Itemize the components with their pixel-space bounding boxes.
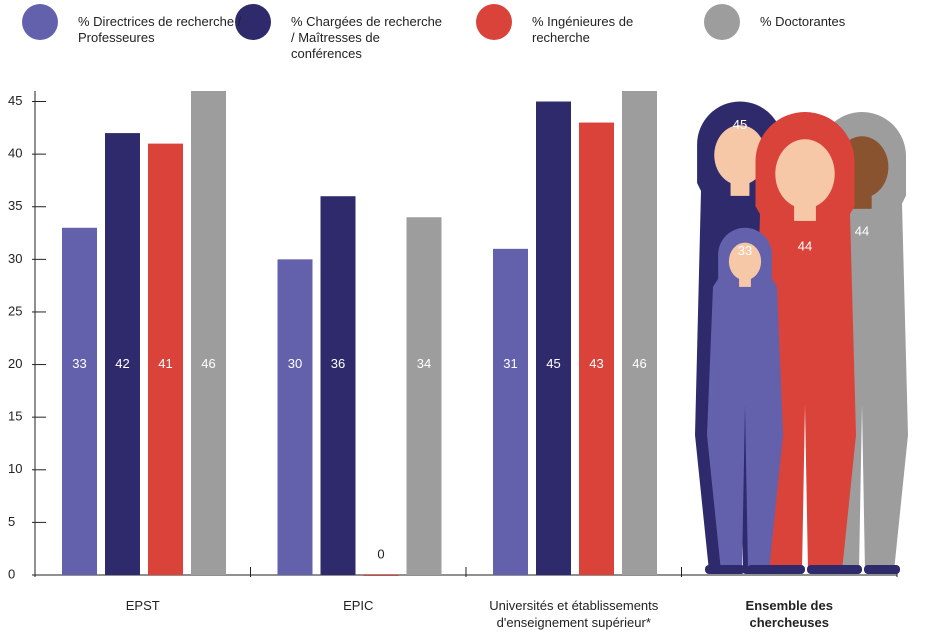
figure-face bbox=[728, 242, 762, 281]
y-tick-label: 20 bbox=[8, 356, 22, 371]
value-label: 34 bbox=[417, 356, 431, 371]
bar bbox=[320, 196, 356, 575]
value-label: 46 bbox=[201, 356, 215, 371]
value-label: 44 bbox=[855, 223, 869, 238]
legend-swatch bbox=[235, 4, 271, 40]
y-tick-label: 0 bbox=[8, 566, 15, 581]
value-label: 45 bbox=[733, 117, 747, 132]
bar bbox=[148, 143, 183, 575]
bar bbox=[622, 91, 657, 575]
y-tick-label: 10 bbox=[8, 461, 22, 476]
figure-shoe bbox=[807, 565, 848, 574]
legend-swatch bbox=[704, 4, 740, 40]
legend-label: % Doctorantes bbox=[760, 14, 846, 29]
value-label: 45 bbox=[546, 356, 560, 371]
bar bbox=[493, 248, 528, 575]
figure bbox=[707, 227, 783, 571]
value-label: 44 bbox=[798, 238, 812, 253]
value-label: 41 bbox=[158, 356, 172, 371]
value-label: 43 bbox=[589, 356, 603, 371]
x-tick-label: Ensemble des chercheuses bbox=[745, 598, 833, 630]
legend-label: % Ingénieures de recherche bbox=[532, 14, 634, 45]
legend-swatch bbox=[476, 4, 512, 40]
bar bbox=[191, 91, 226, 575]
value-label: 31 bbox=[503, 356, 517, 371]
figure-face bbox=[775, 139, 835, 209]
bar bbox=[105, 133, 140, 575]
value-label: 42 bbox=[115, 356, 129, 371]
figure-neck bbox=[739, 276, 751, 287]
value-label: 46 bbox=[632, 356, 646, 371]
legend-swatch bbox=[22, 4, 58, 40]
y-tick-label: 15 bbox=[8, 409, 22, 424]
figure-shoe bbox=[747, 565, 775, 574]
bar bbox=[363, 575, 399, 576]
bar bbox=[277, 259, 313, 575]
x-tick-label: Universités et établissements d'enseigne… bbox=[489, 598, 659, 630]
y-tick-label: 45 bbox=[8, 93, 22, 108]
bar bbox=[536, 101, 571, 576]
y-tick-label: 30 bbox=[8, 251, 22, 266]
value-label: 33 bbox=[738, 243, 752, 258]
y-tick-label: 25 bbox=[8, 303, 22, 318]
figure-neck bbox=[794, 201, 816, 221]
value-label: 0 bbox=[377, 546, 384, 561]
figure-neck bbox=[852, 191, 872, 209]
figure-shoe bbox=[864, 565, 900, 574]
bar bbox=[406, 217, 442, 575]
value-label: 33 bbox=[72, 356, 86, 371]
value-label: 30 bbox=[288, 356, 302, 371]
y-tick-label: 5 bbox=[8, 514, 15, 529]
bar bbox=[62, 227, 97, 576]
bar bbox=[579, 122, 614, 575]
legend-label: % Directrices de recherche / Professeure… bbox=[78, 14, 242, 45]
figure-shoe bbox=[717, 565, 745, 574]
y-tick-label: 40 bbox=[8, 146, 22, 161]
value-label: 36 bbox=[331, 356, 345, 371]
x-tick-label: EPST bbox=[125, 598, 160, 613]
figure-neck bbox=[730, 178, 750, 196]
figure-face bbox=[714, 125, 766, 186]
x-tick-label: EPIC bbox=[343, 598, 374, 613]
y-tick-label: 35 bbox=[8, 198, 22, 213]
legend-label: % Chargées de recherche / Maîtresses de … bbox=[291, 14, 443, 61]
